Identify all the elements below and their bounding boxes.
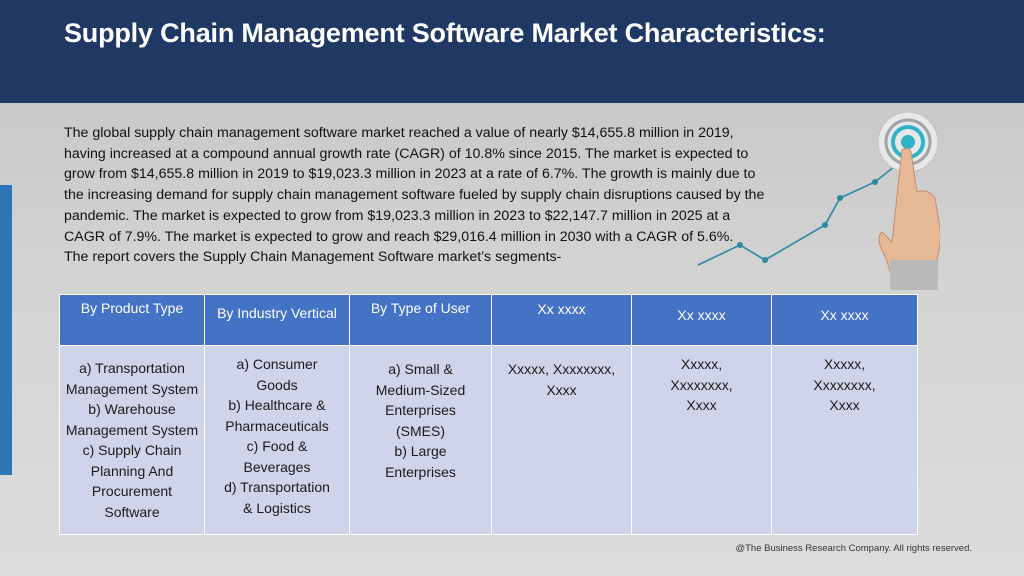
table-header-row: By Product Type By Industry Vertical By … [59, 294, 918, 346]
cell-line: Xxxx [546, 381, 577, 398]
cell-line: Goods [256, 376, 298, 393]
cell-line: (SMES) [396, 422, 445, 439]
cell-line: c) Supply Chain [82, 442, 182, 458]
cell-line: d) Transportation [224, 479, 330, 495]
cell-line: Planning And [90, 462, 174, 479]
cell-line: b) Warehouse [88, 401, 176, 417]
type-of-user-cell: a) Small & Medium-Sized Enterprises (SME… [349, 345, 492, 535]
cell-line: Xxxx [686, 397, 717, 413]
page-title: Supply Chain Management Software Market … [64, 18, 826, 48]
left-accent-bar [0, 185, 12, 475]
cell-line: b) Healthcare & [228, 397, 326, 413]
industry-vertical-cell: a) Consumer Goods b) Healthcare & Pharma… [204, 345, 350, 535]
intro-paragraph: The global supply chain management softw… [64, 123, 844, 247]
cell-line: Management System [65, 380, 199, 397]
header-column-5: Xx xxxx [631, 294, 772, 346]
trend-line-icon [697, 111, 940, 290]
cell-line: c) Food & [246, 438, 308, 454]
header-type-of-user: By Type of User [349, 294, 492, 346]
cell-line: Xxxxx, [680, 356, 723, 372]
header-column-4: Xx xxxx [491, 294, 632, 346]
cell-line: Enterprises [385, 402, 456, 418]
cell-line: Management System [65, 421, 199, 438]
column-6-cell: Xxxxx, Xxxxxxxx, Xxxx [771, 345, 918, 535]
cell-line: Software [104, 503, 160, 520]
product-type-cell: a) Transportation Management System b) W… [59, 345, 205, 535]
cell-line: Pharmaceuticals [225, 417, 329, 434]
cell-line: Xxxxxxxx, [670, 376, 733, 393]
cell-line: Xxxx [829, 397, 860, 413]
cell-line: a) Small & [388, 361, 453, 377]
intro-line: The global supply chain management softw… [64, 125, 734, 141]
pointing-hand-icon [878, 147, 940, 290]
cell-line: b) Large [394, 443, 447, 459]
copyright-footer: @The Business Research Company. All righ… [735, 543, 972, 554]
cell-line: & Logistics [243, 499, 311, 516]
cell-line: Medium-Sized [375, 381, 466, 398]
intro-line: grow from $14,655.8 million in 2019 to $… [64, 166, 756, 183]
cell-line: a) Consumer [236, 356, 318, 372]
header-bar: Supply Chain Management Software Market … [0, 0, 1024, 103]
cell-line: a) Transportation [79, 360, 185, 376]
header-industry-vertical: By Industry Vertical [204, 294, 350, 346]
segments-intro: The report covers the Supply Chain Manag… [64, 249, 562, 265]
cell-line: Xxxxxxxx, [813, 376, 876, 393]
cell-line: Procurement [91, 483, 173, 499]
intro-line: having increased at a compound annual gr… [64, 145, 749, 162]
table-row: a) Transportation Management System b) W… [59, 345, 918, 535]
header-product-type: By Product Type [59, 294, 205, 346]
segments-table: By Product Type By Industry Vertical By … [59, 294, 918, 535]
cell-line: Beverages [243, 458, 311, 475]
intro-line: the increasing demand for supply chain m… [64, 187, 765, 204]
column-5-cell: Xxxxx, Xxxxxxxx, Xxxx [631, 345, 772, 535]
header-column-6: Xx xxxx [771, 294, 918, 346]
cell-line: Enterprises [385, 463, 456, 480]
cell-line: Xxxxx, [823, 356, 866, 372]
intro-line: pandemic. The market is expected to grow… [64, 207, 731, 224]
column-4-cell: Xxxxx, Xxxxxxxx, Xxxx [491, 345, 632, 535]
intro-line: CAGR of 7.9%. The market is expected to … [64, 228, 734, 245]
cell-line: Xxxxx, Xxxxxxxx, [507, 361, 616, 377]
